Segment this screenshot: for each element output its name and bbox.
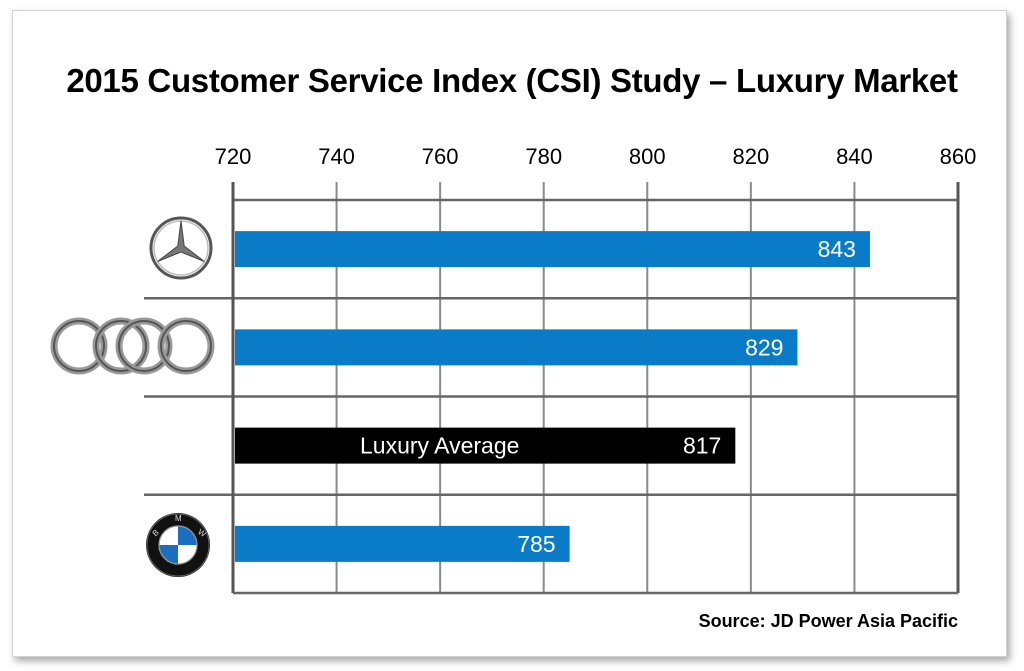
- tick-label: 780: [525, 144, 562, 169]
- bar-value-label: 829: [745, 334, 783, 360]
- tick-label: 760: [422, 144, 459, 169]
- mercedes-logo-icon: [149, 216, 213, 280]
- tick-label: 860: [940, 144, 977, 169]
- tick-label: 820: [732, 144, 769, 169]
- bmw-logo-icon: B M W: [146, 513, 210, 577]
- audi-logo-icon: [50, 317, 215, 375]
- source-note: Source: JD Power Asia Pacific: [698, 611, 958, 631]
- x-axis-ticks: 720 740 760 780 800 820 840 860: [215, 144, 977, 169]
- svg-text:B: B: [151, 528, 161, 538]
- bar: [235, 231, 870, 268]
- bar-value-label: 785: [517, 531, 555, 557]
- bar-value-label: 843: [818, 236, 856, 262]
- bar: [235, 427, 736, 464]
- tick-label: 720: [215, 144, 252, 169]
- svg-text:W: W: [196, 527, 208, 539]
- tick-label: 800: [629, 144, 666, 169]
- bar-category-label: Luxury Average: [360, 433, 519, 459]
- bar: [235, 329, 798, 366]
- bar-value-label: 817: [683, 433, 721, 459]
- bar: [235, 525, 570, 562]
- svg-text:M: M: [175, 514, 182, 523]
- tick-label: 840: [836, 144, 873, 169]
- bars: 843 829 817 Luxury Average 785: [235, 231, 870, 562]
- tick-label: 740: [318, 144, 355, 169]
- chart-title: 2015 Customer Service Index (CSI) Study …: [66, 62, 958, 99]
